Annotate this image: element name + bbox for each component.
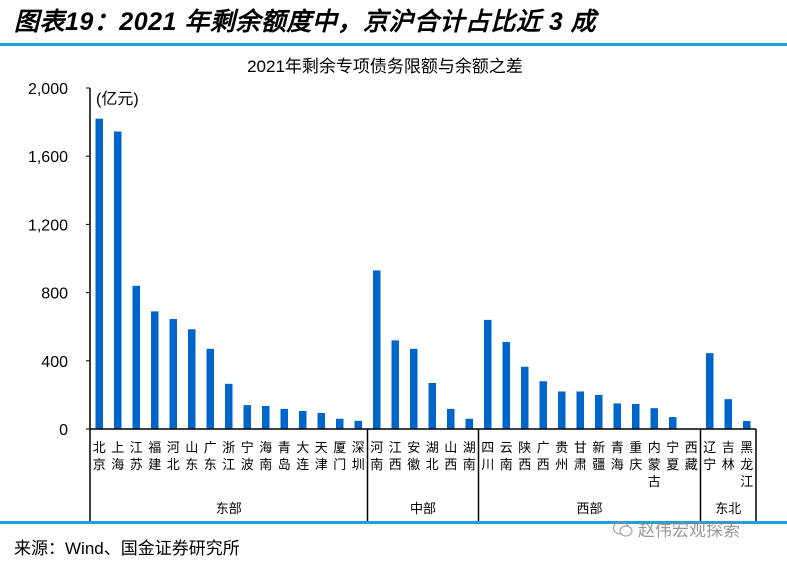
- y-tick-label: 1,200: [28, 217, 68, 234]
- group-label: 中部: [410, 502, 436, 517]
- x-tick-label: 重庆: [629, 440, 642, 473]
- x-tick-label: 广东: [204, 441, 217, 473]
- bar-四川: [484, 319, 492, 429]
- bar-重庆: [632, 403, 640, 429]
- bar-宁夏: [669, 417, 677, 429]
- bar-贵州: [558, 391, 566, 429]
- bar-湖北: [428, 382, 436, 429]
- x-tick-label: 河南: [370, 441, 383, 473]
- x-tick-label: 宁夏: [666, 440, 679, 473]
- bar-辽宁: [706, 353, 714, 429]
- bar-甘肃: [576, 391, 584, 429]
- x-tick-label: 大连: [296, 441, 309, 473]
- top-divider: [0, 43, 787, 46]
- bar-海南: [262, 405, 270, 429]
- x-tick-label: 山西: [444, 441, 457, 473]
- x-tick-label: 青岛: [278, 441, 291, 473]
- x-tick-label: 宁波: [241, 440, 254, 473]
- x-tick-label: 广西: [537, 441, 550, 473]
- bar-河南: [373, 270, 381, 429]
- bar-大连: [299, 410, 307, 429]
- x-tick-label: 贵州: [555, 441, 568, 473]
- x-tick-label: 天津: [315, 441, 328, 473]
- bar-云南: [502, 342, 510, 429]
- bar-山东: [188, 329, 196, 429]
- bar-安徽: [410, 348, 418, 429]
- x-tick-label: 上海: [111, 441, 124, 473]
- bar-厦门: [336, 418, 344, 429]
- bar-天津: [317, 412, 325, 429]
- x-tick-label: 四川: [481, 441, 494, 473]
- bar-福建: [151, 311, 159, 429]
- x-tick-label: 辽宁: [703, 441, 716, 473]
- bar-宁波: [243, 405, 251, 429]
- x-tick-label: 厦门: [333, 441, 346, 473]
- bar-浙江: [225, 383, 233, 429]
- chart-title: 2021年剩余专项债务限额与余额之差: [247, 57, 523, 76]
- x-tick-label: 黑龙江: [740, 441, 753, 490]
- x-tick-label: 青海: [611, 441, 624, 473]
- y-tick-label: 1,600: [28, 149, 68, 166]
- bar-上海: [114, 131, 122, 430]
- wechat-icon: [612, 520, 633, 537]
- bars: [95, 118, 751, 430]
- x-tick-label: 北京: [93, 441, 106, 473]
- bottom-divider: [0, 521, 787, 524]
- bar-江苏: [132, 285, 140, 429]
- x-tick-label: 江苏: [130, 441, 143, 473]
- bar-新疆: [595, 394, 603, 429]
- bar-湖南: [465, 418, 473, 429]
- unit-label: (亿元): [96, 90, 139, 108]
- x-tick-label: 福建: [148, 441, 161, 473]
- x-tick-label: 海南: [259, 441, 272, 473]
- x-tick-label: 江西: [389, 441, 402, 473]
- bar-北京: [95, 118, 103, 429]
- x-tick-label: 湖北: [426, 441, 439, 473]
- x-tick-label: 云南: [500, 441, 513, 473]
- bar-青海: [613, 403, 621, 429]
- x-tick-label: 湖南: [463, 441, 476, 473]
- bar-黑龙江: [743, 420, 751, 429]
- bar-吉林: [724, 399, 732, 429]
- bar-广西: [539, 381, 547, 429]
- watermark: 赵伟宏观探索: [612, 516, 740, 541]
- watermark-text: 赵伟宏观探索: [638, 521, 740, 540]
- bar-青岛: [280, 408, 288, 429]
- source-note: 来源：Wind、国金证券研究所: [14, 539, 240, 558]
- bar-广东: [206, 348, 214, 429]
- y-tick-label: 800: [41, 286, 68, 303]
- x-tick-label: 河北: [167, 441, 180, 473]
- y-tick-label: 0: [59, 422, 68, 439]
- group-label: 东北: [715, 502, 741, 517]
- group-label: 西部: [576, 502, 602, 517]
- x-tick-label: 浙江: [222, 441, 235, 473]
- x-axis: 北京上海江苏福建河北山东广东浙江宁波海南青岛大连天津厦门深圳河南江西安徽湖北山西…: [89, 428, 757, 521]
- x-tick-label: 吉林: [722, 441, 735, 473]
- bar-山西: [447, 408, 455, 429]
- y-tick-label: 2,000: [28, 81, 68, 98]
- x-tick-label: 安徽: [407, 441, 420, 473]
- bar-内蒙古: [650, 408, 658, 429]
- x-tick-label: 陕西: [518, 441, 531, 473]
- x-tick-label: 西藏: [685, 441, 698, 473]
- bar-陕西: [521, 366, 529, 429]
- bar-深圳: [354, 420, 362, 429]
- group-label: 东部: [216, 502, 242, 517]
- x-tick-label: 内蒙古: [648, 440, 661, 490]
- y-axis: 0 400 800 1,200 1,600 2,000: [28, 81, 91, 439]
- x-tick-label: 甘肃: [574, 441, 587, 473]
- x-tick-label: 深圳: [352, 441, 365, 473]
- x-tick-label: 山东: [185, 441, 198, 473]
- x-tick-label: 新疆: [592, 440, 605, 473]
- y-tick-label: 400: [41, 354, 68, 371]
- bar-江西: [391, 340, 399, 429]
- figure-title: 图表19：2021 年剩余额度中，京沪合计占比近 3 成: [14, 8, 597, 36]
- bar-河北: [169, 319, 177, 429]
